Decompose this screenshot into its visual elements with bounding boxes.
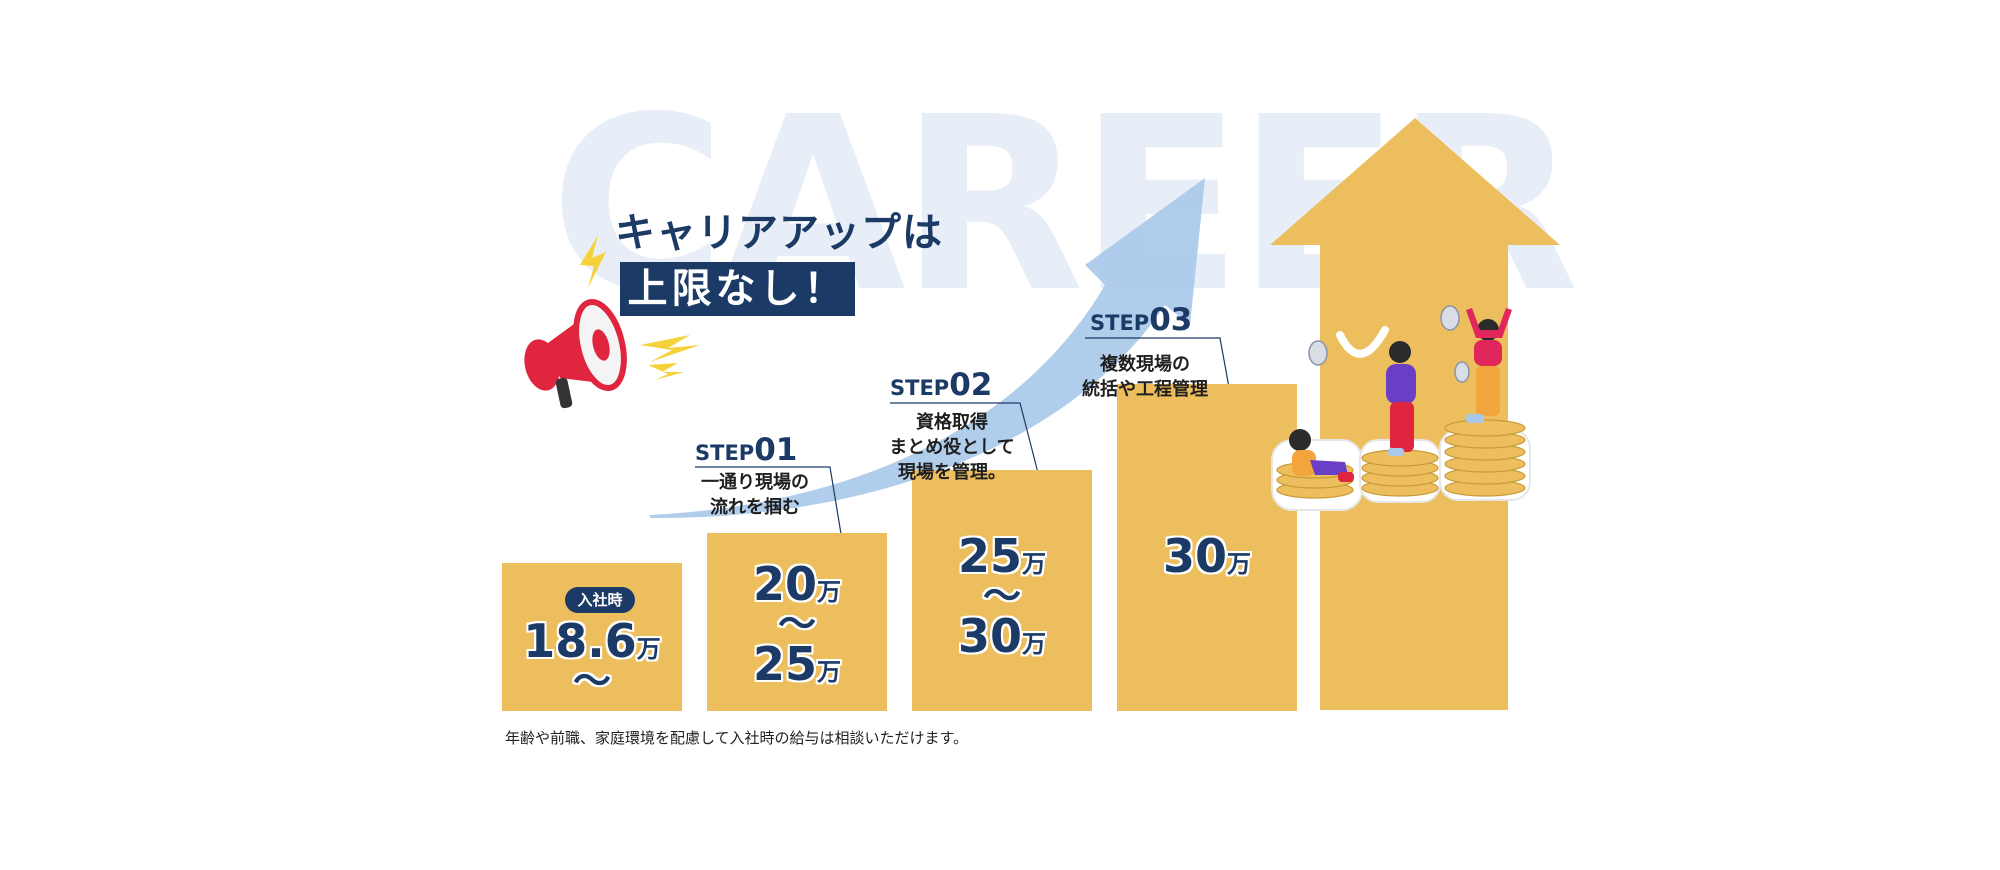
description-line: 複数現場の — [1100, 354, 1190, 375]
growth-arrow-icon — [650, 178, 1205, 519]
floating-coin-icon — [1308, 305, 1470, 383]
description-line: 資格取得 — [916, 412, 988, 433]
step-number: 03 — [1149, 302, 1193, 338]
headline-line2: 上限なし！ — [620, 262, 855, 316]
megaphone-icon — [524, 298, 627, 409]
start-badge: 入社時 — [565, 587, 635, 613]
people-celebrating-illustration — [1271, 305, 1531, 511]
step-label: STEP — [890, 376, 950, 400]
step01-heading: STEP01 — [695, 435, 797, 466]
step03-heading: STEP03 — [1090, 305, 1192, 336]
start-amount: 18.6万 〜 — [502, 614, 682, 703]
standing-person-figure — [1386, 341, 1416, 456]
step02-amount: 25万 〜 30万 — [912, 530, 1092, 662]
amount-tilde: 〜 — [777, 602, 816, 646]
step01-amount: 20万 〜 25万 — [707, 558, 887, 690]
salary-bar-step02 — [912, 470, 1092, 711]
footnote: 年齢や前職、家庭環境を配慮して入社時の給与は相談いただけます。 — [505, 729, 969, 747]
step-label: STEP — [695, 441, 755, 465]
description-line: まとめ役として — [889, 437, 1015, 458]
jumping-person-figure — [1466, 308, 1512, 423]
amount-value: 25 — [957, 529, 1022, 583]
amount-value: 25 — [752, 637, 817, 691]
step03-amount: 30万 — [1117, 530, 1297, 582]
big-up-arrow-icon — [1270, 118, 1560, 710]
amount-tilde: 〜 — [572, 659, 611, 703]
amount-unit: 万 — [636, 635, 661, 663]
salary-bar-step03 — [1117, 384, 1297, 711]
swoosh-line — [1336, 326, 1389, 358]
step03-description: 複数現場の 統括や工程管理 — [1065, 352, 1225, 402]
amount-value: 20 — [752, 557, 817, 611]
description-line: 現場を管理。 — [898, 462, 1006, 483]
amount-value: 30 — [957, 609, 1022, 663]
step-number: 01 — [754, 432, 798, 468]
description-line: 流れを掴む — [710, 497, 800, 518]
amount-unit: 万 — [817, 658, 841, 686]
description-line: 統括や工程管理 — [1082, 379, 1208, 400]
amount-value: 30 — [1162, 529, 1227, 583]
amount-value: 18.6 — [523, 614, 637, 668]
sitting-person-figure — [1289, 429, 1354, 482]
step-number: 02 — [949, 367, 993, 403]
salary-bar-step01 — [707, 533, 887, 711]
amount-unit: 万 — [1227, 550, 1251, 578]
lightning-icon — [580, 235, 700, 380]
amount-unit: 万 — [1022, 630, 1046, 658]
step02-description: 資格取得 まとめ役として 現場を管理。 — [872, 410, 1032, 485]
description-line: 一通り現場の — [701, 472, 809, 493]
step-label: STEP — [1090, 311, 1150, 335]
headline-line1: キャリアアップは — [615, 210, 943, 256]
amount-unit: 万 — [817, 578, 841, 606]
step02-heading: STEP02 — [890, 370, 992, 401]
amount-unit: 万 — [1022, 550, 1046, 578]
step01-description: 一通り現場の 流れを掴む — [680, 470, 830, 520]
amount-tilde: 〜 — [982, 574, 1021, 618]
